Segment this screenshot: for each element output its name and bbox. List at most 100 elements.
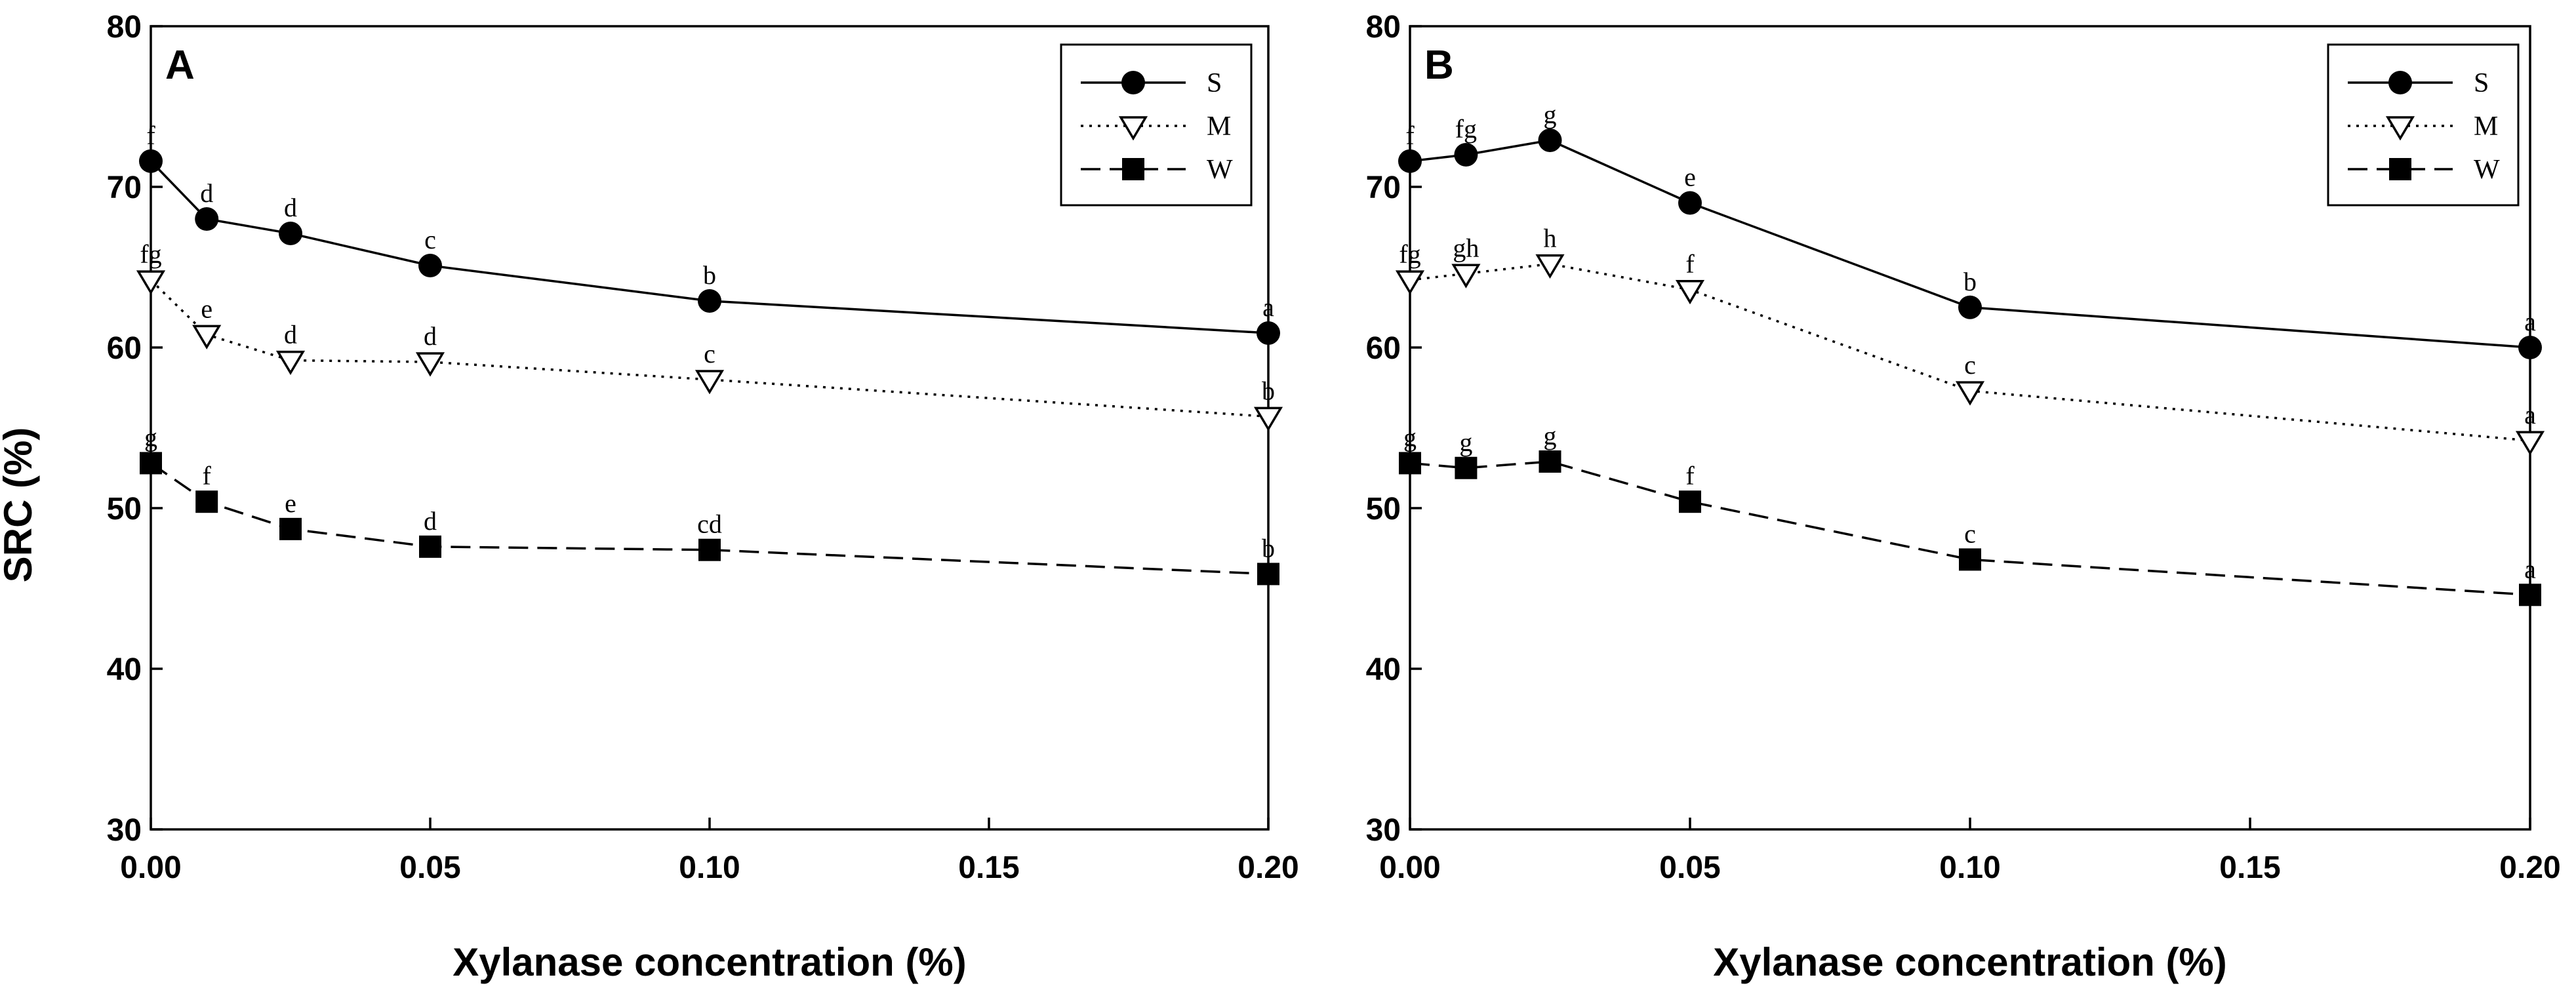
significance-letter: d <box>284 193 297 222</box>
x-tick-label: 0.20 <box>1238 850 1298 885</box>
y-tick-label: 80 <box>1366 10 1401 45</box>
significance-letter: fg <box>140 239 161 269</box>
data-point <box>1958 295 1982 319</box>
significance-letter: b <box>703 260 716 290</box>
data-point <box>1959 548 1981 571</box>
significance-letter: g <box>1544 100 1557 129</box>
significance-letter: fg <box>1455 114 1477 144</box>
series-w: g f e d cd b <box>140 422 1279 585</box>
legend-marker <box>1118 116 1148 141</box>
y-tick-label: 60 <box>1366 331 1401 366</box>
y-tick-label: 30 <box>1366 813 1401 848</box>
series-w: g g g f c a <box>1399 421 2541 606</box>
y-tick-label: 70 <box>1366 170 1401 205</box>
series-line <box>150 462 1269 576</box>
significance-letter: d <box>424 321 437 351</box>
significance-letter: h <box>1544 224 1557 253</box>
x-tick-label: 0.10 <box>1939 850 2000 885</box>
data-point <box>1398 149 1422 173</box>
data-point <box>1675 280 1705 305</box>
panel-b: 30 40 50 60 70 80 0.00 0.05 0.10 0.15 0.20 Xylanase… <box>1366 10 2561 984</box>
x-axis-title: Xylanase concentration (%) <box>1713 940 2227 984</box>
significance-letter: a <box>2524 554 2536 584</box>
significance-letter: a <box>2524 307 2536 336</box>
data-point <box>275 350 306 376</box>
y-tick-label: 40 <box>107 652 142 687</box>
significance-letter: a <box>2524 400 2536 429</box>
data-point <box>1535 254 1565 279</box>
significance-letter: fg <box>1399 239 1420 269</box>
x-tick-label: 0.10 <box>679 850 740 885</box>
significance-letter: g <box>1459 427 1472 457</box>
significance-letter: f <box>1405 121 1415 150</box>
data-point <box>1678 191 1702 215</box>
series-line <box>1409 262 2531 442</box>
legend-label: M <box>2474 111 2498 142</box>
significance-letter: e <box>1684 163 1696 192</box>
data-point <box>1455 456 1478 479</box>
series-s: f d d c b a <box>139 121 1280 345</box>
y-tick-label: 70 <box>107 170 142 205</box>
legend: SMW <box>1060 43 1253 207</box>
data-point <box>2518 336 2542 359</box>
significance-letter: g <box>1403 422 1417 452</box>
data-point <box>1538 128 1562 152</box>
data-point <box>139 149 163 173</box>
data-point <box>1257 321 1280 345</box>
series-m: fg gh h f c a <box>1395 224 2545 456</box>
series-m: fg e d d c b <box>136 239 1283 431</box>
x-tick-label: 0.15 <box>2219 850 2280 885</box>
data-point <box>698 288 721 313</box>
significance-letter: cd <box>697 509 722 539</box>
data-point <box>694 370 725 395</box>
data-point <box>418 254 442 278</box>
data-point <box>2519 584 2541 606</box>
significance-letter: f <box>1685 249 1695 279</box>
data-point <box>1253 407 1283 431</box>
significance-letter: c <box>424 225 436 254</box>
significance-letter: e <box>201 294 212 323</box>
x-tick-label: 0.00 <box>1379 850 1440 885</box>
panel-a: 30 40 50 60 70 80 0.00 0.05 0.10 0.15 0.20 Xylanase… <box>107 10 1299 984</box>
legend: SMW <box>2327 43 2520 207</box>
y-tick-label: 50 <box>107 492 142 526</box>
data-point <box>1454 143 1478 167</box>
y-tick-label: 30 <box>107 813 142 848</box>
legend-marker <box>2388 71 2412 94</box>
data-point <box>698 538 721 561</box>
data-point <box>1399 452 1421 475</box>
y-tick-label: 50 <box>1366 492 1401 526</box>
y-tick-label: 80 <box>107 10 142 45</box>
legend-label: W <box>2474 155 2500 185</box>
significance-letter: d <box>424 506 437 536</box>
y-tick-label: 40 <box>1366 652 1401 687</box>
data-point <box>136 270 166 295</box>
significance-letter: a <box>1262 292 1274 322</box>
significance-letter: d <box>200 178 213 208</box>
x-tick-label: 0.00 <box>120 850 181 885</box>
significance-letter: f <box>146 121 155 150</box>
data-point <box>195 207 219 231</box>
significance-letter: g <box>144 422 157 452</box>
x-tick-label: 0.15 <box>958 850 1019 885</box>
x-tick-label: 0.05 <box>1659 850 1720 885</box>
data-point <box>192 325 222 349</box>
legend-marker <box>1121 71 1145 94</box>
significance-letter: b <box>1262 376 1275 405</box>
x-axis-title: Xylanase concentration (%) <box>453 940 967 984</box>
significance-letter: g <box>1544 421 1557 450</box>
data-point <box>1539 450 1561 473</box>
legend-marker <box>2385 116 2415 141</box>
series-s: f fg g e b a <box>1398 100 2542 359</box>
significance-letter: b <box>1963 267 1977 296</box>
significance-letter: gh <box>1453 233 1479 262</box>
data-point <box>1257 563 1279 585</box>
data-point <box>1451 264 1481 288</box>
legend-marker <box>2389 158 2411 180</box>
data-point <box>415 352 445 377</box>
significance-letter: c <box>1964 519 1976 548</box>
legend-box <box>2327 43 2520 207</box>
significance-letter: c <box>704 339 715 368</box>
legend-label: W <box>1207 155 1233 185</box>
